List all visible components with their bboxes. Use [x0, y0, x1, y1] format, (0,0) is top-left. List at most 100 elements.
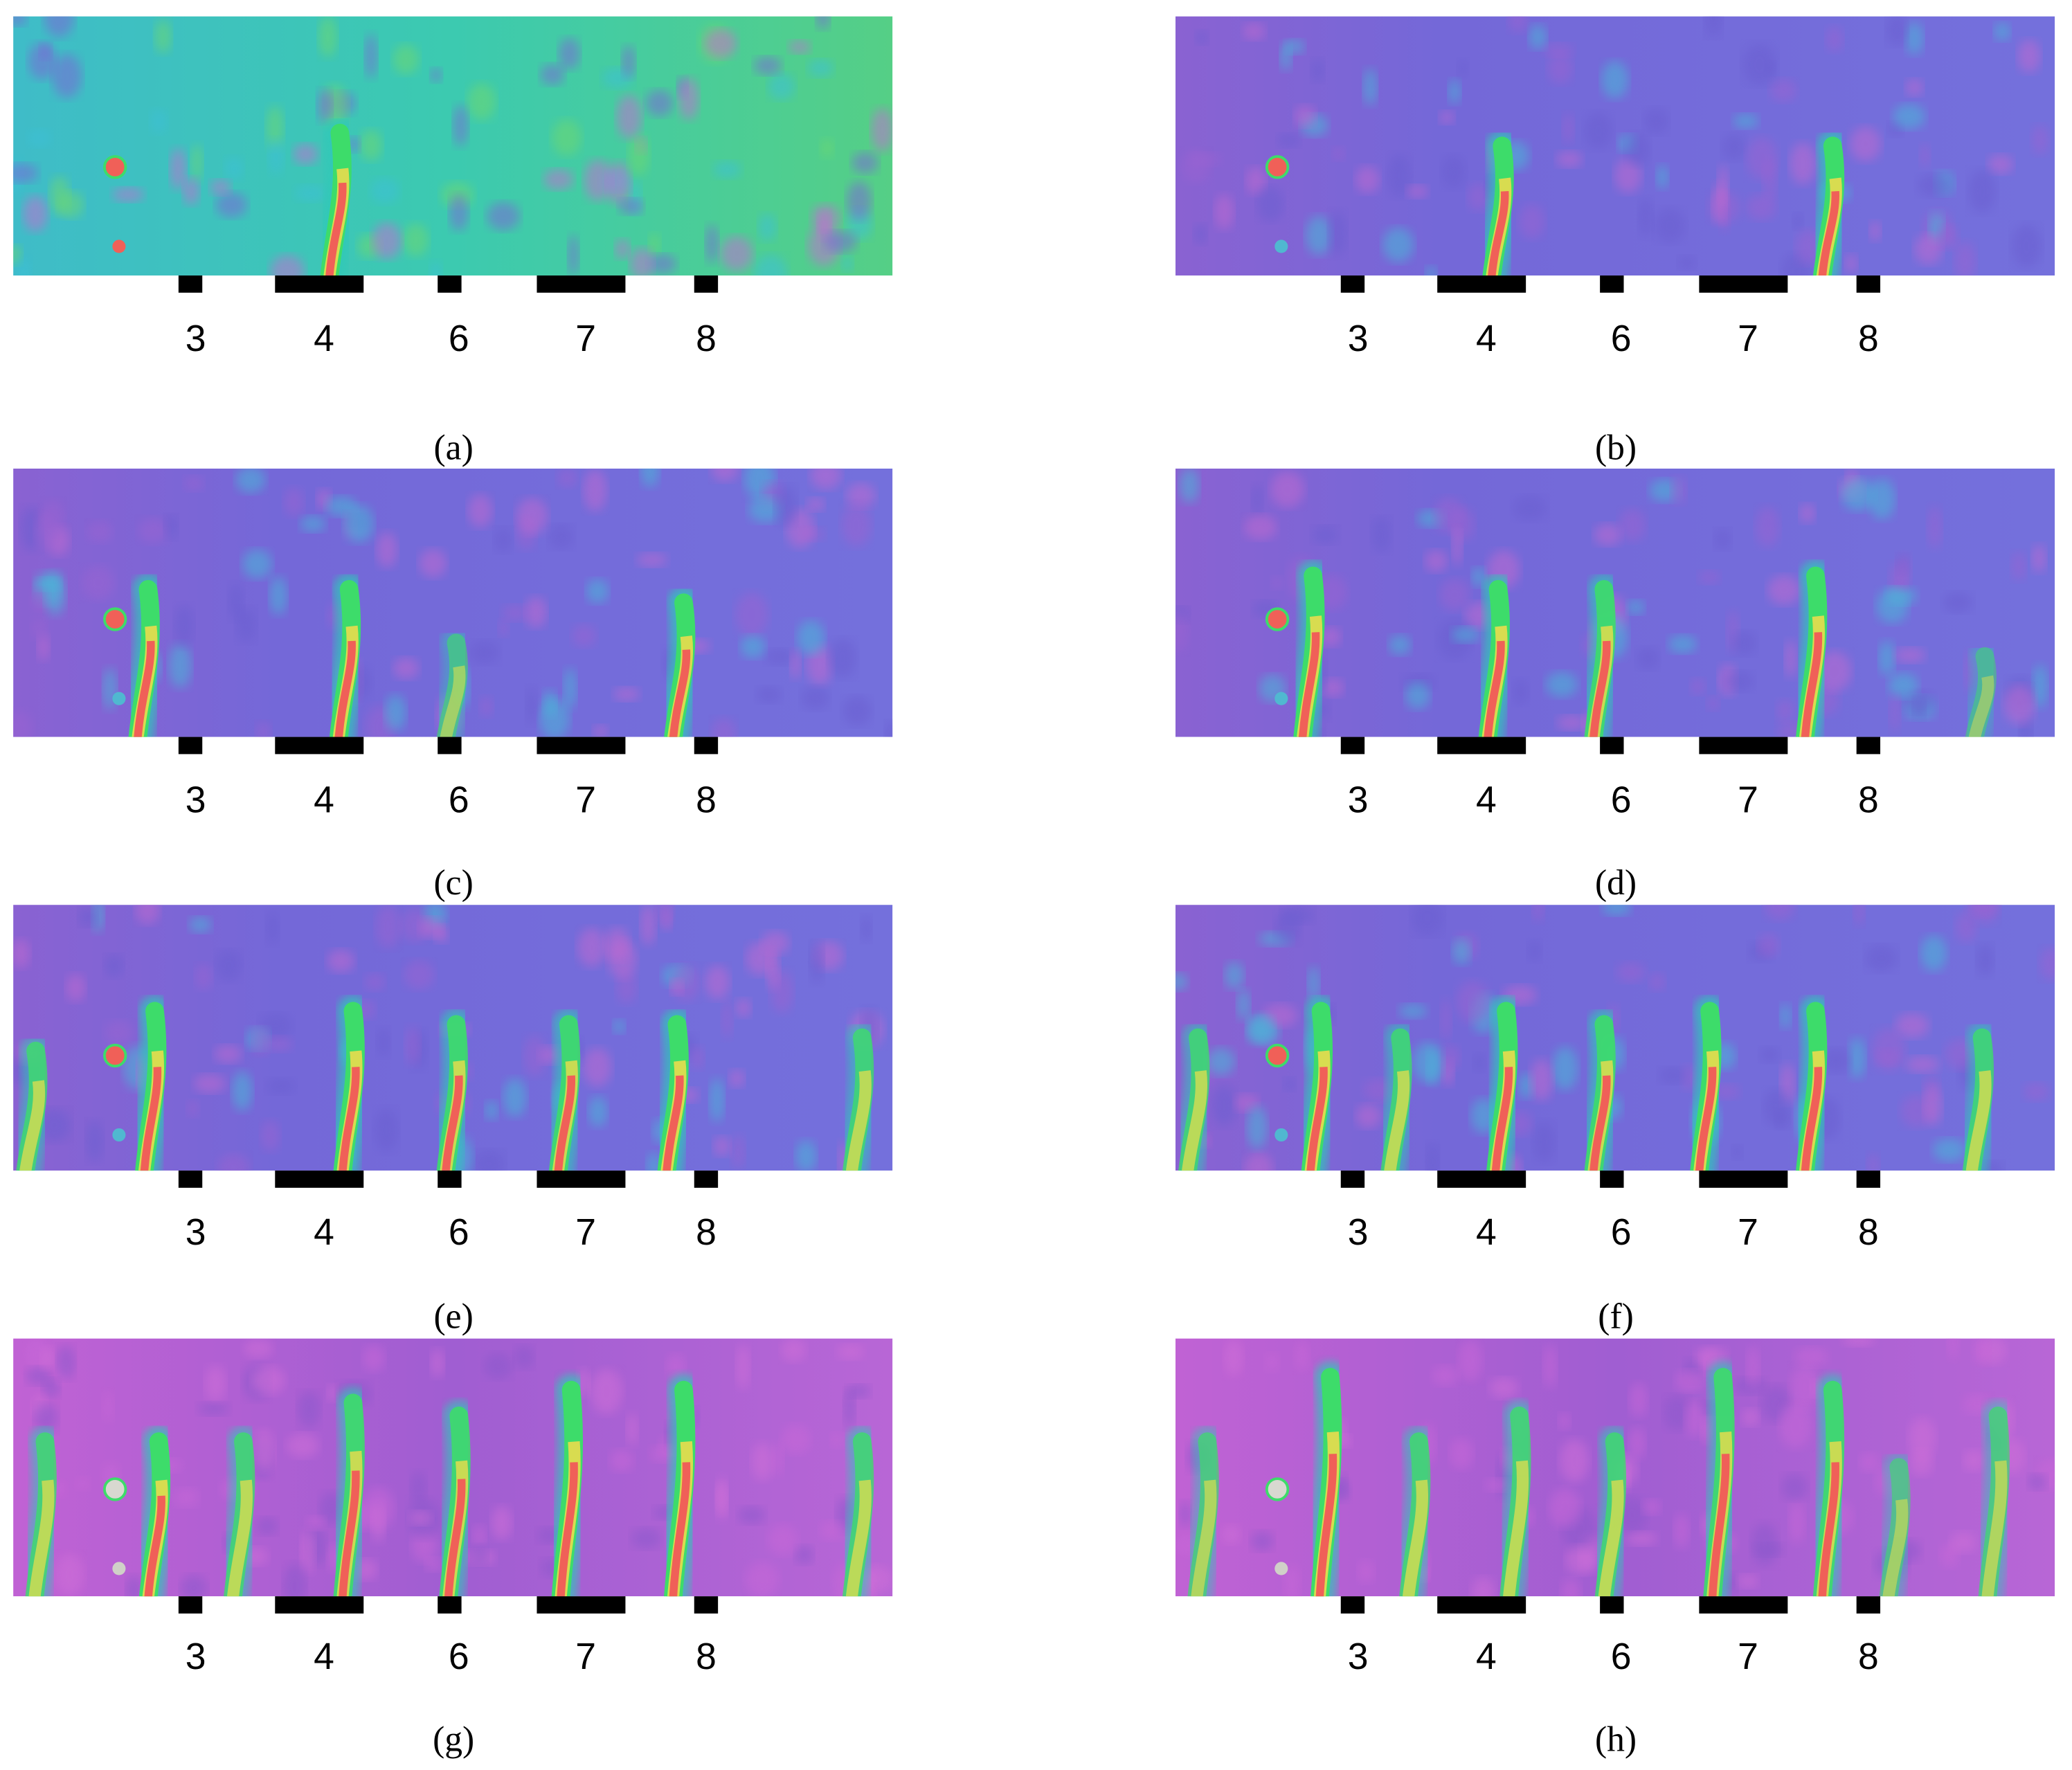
texture-blob — [403, 223, 429, 257]
texture-blob — [286, 1433, 319, 1458]
texture-blob — [604, 927, 630, 961]
sensor-bar — [178, 1171, 203, 1188]
sensor-label: 7 — [575, 318, 596, 359]
sensor-label: 8 — [696, 1636, 717, 1677]
sensor-bar — [1856, 1596, 1881, 1614]
panel-caption: (b) — [1595, 428, 1637, 467]
texture-blob — [453, 105, 469, 147]
texture-blob — [847, 181, 872, 220]
texture-blob — [300, 1530, 316, 1573]
marker — [112, 1562, 126, 1575]
texture-blob — [1636, 647, 1659, 670]
texture-blob — [631, 1528, 662, 1549]
texture-blob — [1449, 1438, 1474, 1470]
sensor-label: 4 — [1476, 1636, 1497, 1677]
texture-blob — [1895, 1013, 1929, 1038]
texture-blob — [1889, 694, 1901, 732]
marker — [1274, 1562, 1288, 1575]
texture-blob — [2017, 39, 2041, 73]
texture-blob — [543, 169, 574, 190]
texture-blob — [613, 687, 640, 701]
sensor-label: 6 — [1611, 1636, 1632, 1677]
texture-blob — [1543, 43, 1574, 57]
texture-blob — [514, 1345, 534, 1369]
sensor-label: 7 — [1738, 318, 1758, 359]
texture-blob — [551, 119, 582, 156]
strain-map — [13, 16, 893, 276]
map-background — [13, 16, 893, 276]
texture-blob — [467, 494, 493, 527]
marker — [112, 240, 126, 253]
texture-blob — [1724, 671, 1754, 692]
texture-blob — [370, 178, 399, 204]
texture-blob — [1451, 626, 1480, 643]
texture-blob — [376, 532, 398, 568]
crack-core — [1708, 1454, 1730, 1597]
texture-blob — [1866, 1153, 1880, 1171]
sensor-bar — [694, 275, 719, 293]
marker — [1274, 692, 1288, 705]
texture-blob — [1841, 1338, 1876, 1346]
texture-blob — [583, 1047, 612, 1087]
texture-blob — [1656, 164, 1669, 190]
texture-blob — [2003, 685, 2035, 725]
texture-blob — [205, 1365, 226, 1402]
texture-blob — [1841, 478, 1875, 511]
texture-blob — [1733, 114, 1759, 129]
texture-blob — [1714, 528, 1731, 550]
sensor-label: 3 — [1348, 1636, 1369, 1677]
texture-blob — [1513, 495, 1547, 521]
texture-blob — [1265, 1353, 1279, 1372]
texture-blob — [1529, 24, 1547, 50]
marker — [1274, 240, 1288, 253]
texture-blob — [548, 525, 574, 550]
texture-blob — [616, 95, 642, 139]
texture-blob — [374, 1108, 399, 1152]
texture-blob — [294, 185, 327, 202]
texture-blob — [376, 1027, 390, 1057]
texture-blob — [86, 1120, 104, 1162]
crack-core — [334, 640, 356, 737]
texture-blob — [1507, 16, 1528, 33]
texture-blob — [1530, 1058, 1553, 1101]
crack-core — [1488, 191, 1509, 276]
texture-blob — [1270, 471, 1305, 507]
texture-blob — [1560, 1439, 1589, 1483]
texture-blob — [66, 973, 86, 1002]
texture-blob — [2033, 664, 2048, 708]
texture-blob — [1543, 1344, 1557, 1388]
texture-blob — [1382, 227, 1414, 262]
texture-blob — [364, 33, 377, 79]
crack-core — [663, 1075, 684, 1171]
texture-blob — [571, 624, 597, 647]
sensor-label: 7 — [575, 1212, 596, 1253]
strain-map — [1175, 468, 2055, 737]
texture-blob — [404, 959, 435, 990]
texture-blob — [1457, 60, 1469, 78]
texture-blob — [1908, 1417, 1936, 1459]
sensor-bar — [1340, 1171, 1365, 1188]
texture-blob — [1175, 973, 1188, 991]
texture-blob — [636, 552, 668, 567]
texture-blob — [174, 604, 195, 647]
crack-yellow — [845, 1479, 872, 1597]
texture-blob — [28, 42, 57, 80]
texture-blob — [738, 1506, 766, 1524]
texture-blob — [487, 201, 520, 231]
sensor-bar — [1437, 275, 1526, 293]
texture-blob — [215, 950, 242, 982]
crack-core — [554, 1075, 576, 1171]
crack-yellow — [845, 1070, 872, 1171]
sensor-label: 4 — [314, 1212, 334, 1253]
texture-blob — [647, 253, 677, 274]
texture-blob — [197, 1402, 230, 1416]
crack-yellow — [1598, 1479, 1624, 1597]
texture-blob — [590, 1369, 623, 1414]
texture-blob — [13, 710, 33, 737]
sensor-bar — [178, 275, 203, 293]
panel: 3 4 6 7 8 (c) — [13, 468, 893, 903]
texture-blob — [411, 1528, 438, 1562]
sensor-label: 3 — [1348, 1212, 1369, 1253]
texture-blob — [1433, 496, 1465, 533]
crack-core — [144, 1495, 165, 1597]
